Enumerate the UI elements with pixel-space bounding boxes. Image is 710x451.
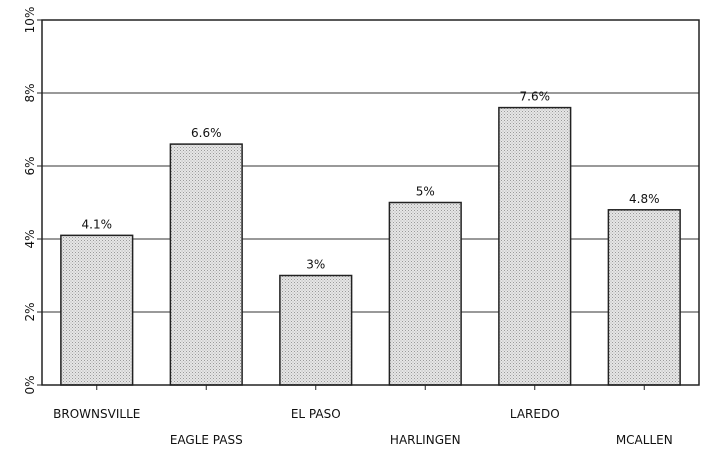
y-axis-ticks: 0% 2% 4% 6% 8% 10% [23,7,42,395]
x-tick-label: EAGLE PASS [170,433,243,447]
x-tick-label: LAREDO [510,407,560,421]
bar-eagle-pass [169,143,243,386]
x-tick-label: HARLINGEN [390,433,461,447]
data-labels: 4.1% 6.6% 3% 5% 7.6% 4.8% [82,90,660,272]
plot-frame [41,19,700,386]
data-label: 7.6% [520,90,551,104]
x-tick-label: MCALLEN [616,433,673,447]
data-label: 4.1% [82,217,113,231]
data-label: 3% [306,258,325,272]
data-label: 6.6% [191,126,222,140]
x-tick-label: BROWNSVILLE [53,407,140,421]
y-tick-label: 2% [23,302,37,321]
x-axis-ticks: BROWNSVILLE EAGLE PASS EL PASO HARLINGEN LAR… [53,385,673,447]
y-tick-label: 4% [23,229,37,248]
data-label: 4.8% [629,192,660,206]
bar-el-paso [279,274,353,386]
y-tick-label: 6% [23,156,37,175]
grid-lines [42,92,699,313]
bar-brownsville [60,234,134,386]
y-tick-label: 0% [23,375,37,394]
bar-laredo [498,106,572,386]
data-label: 5% [416,185,435,199]
bar-harlingen [388,201,462,386]
bars [60,106,681,386]
y-tick-label: 8% [23,83,37,102]
x-tick-label: EL PASO [291,407,341,421]
bar-mcallen [607,209,681,386]
plot-border [41,19,700,386]
y-tick-label: 10% [23,7,37,34]
